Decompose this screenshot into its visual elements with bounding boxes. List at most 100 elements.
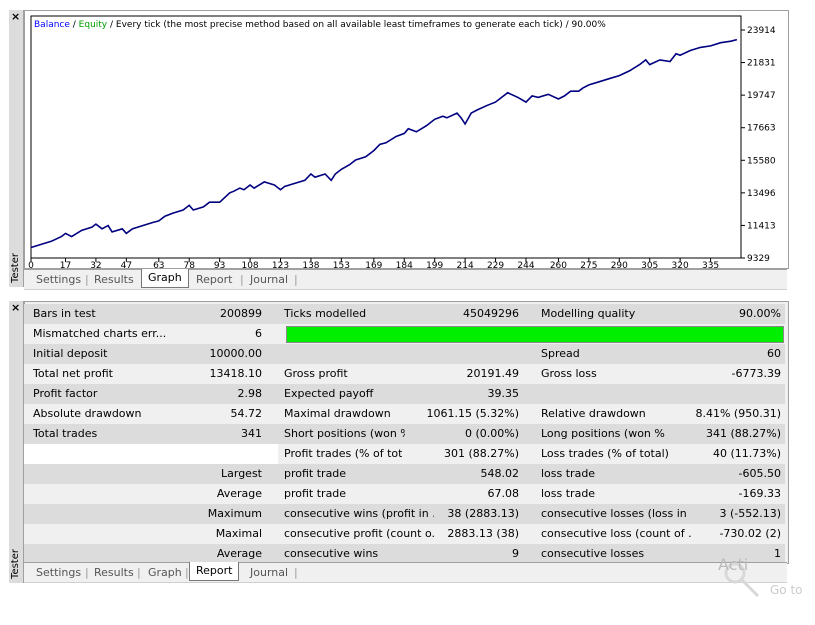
tab-bar-bottom: Settings | Results | Graph | Report Jour… [24, 562, 787, 583]
report-row: Mismatched charts err... 6 [24, 324, 785, 345]
value-profit-factor: 2.98 [237, 387, 263, 400]
label-bars-in-test: Bars in test [33, 307, 96, 320]
x-tick-label: 214 [457, 261, 474, 268]
value-gross-profit: 20191.49 [466, 367, 520, 380]
report-row: Largest profit trade 548.02 loss trade -… [24, 464, 785, 485]
value-total-trades: 341 [241, 427, 262, 440]
y-tick-label: 9329 [747, 254, 770, 264]
value-expected-payoff: 39.35 [487, 387, 520, 400]
label-initial-deposit: Initial deposit [33, 347, 108, 360]
label-average-consecutive-losses: consecutive losses [541, 547, 645, 560]
x-tick-label: 32 [90, 261, 101, 268]
label-mismatched-charts: Mismatched charts err... [33, 327, 167, 340]
report-row: Average profit trade 67.08 loss trade -1… [24, 484, 785, 505]
tab-separator: | [85, 273, 89, 286]
tab-journal[interactable]: Journal [250, 273, 289, 286]
tab-separator: | [294, 566, 298, 579]
label-maximum: Maximum [207, 507, 262, 520]
tester-label: Tester [10, 549, 21, 579]
key-watermark-icon [724, 562, 760, 598]
report-row: Profit trades (% of total) 301 (88.27%) … [24, 444, 785, 465]
tab-settings[interactable]: Settings [36, 273, 82, 286]
legend-balance: Balance [34, 20, 70, 30]
tab-separator: | [240, 273, 244, 286]
value-loss-trades: 40 (11.73%) [712, 447, 781, 460]
value-short-positions: 0 (0.00%) [464, 427, 519, 440]
label-short-positions: Short positions (won %) [284, 427, 405, 440]
empty-cell [24, 444, 278, 464]
x-tick-label: 0 [28, 261, 34, 268]
label-largest-profit-trade: profit trade [284, 467, 347, 480]
label-average-consecutive-wins: consecutive wins [284, 547, 379, 560]
y-tick-label: 21831 [747, 59, 776, 69]
x-tick-label: 47 [121, 261, 132, 268]
tab-separator: | [137, 566, 141, 579]
label-average-consecutive: Average [216, 547, 262, 560]
label-expected-payoff: Expected payoff [284, 387, 374, 400]
x-tick-label: 123 [272, 261, 289, 268]
label-maximal-consecutive-profit: consecutive profit (count o... [284, 527, 434, 540]
x-tick-label: 335 [702, 261, 719, 268]
label-maximal: Maximal [215, 527, 262, 540]
activate-watermark: Acti [718, 555, 749, 574]
y-tick-label: 19747 [747, 91, 776, 101]
tab-bar-top: Settings | Results Graph Report | Journa… [24, 269, 787, 290]
report-row: Total trades 341 Short positions (won %)… [24, 424, 785, 445]
x-tick-label: 138 [302, 261, 319, 268]
value-max-consecutive-losses: 3 (-552.13) [719, 507, 781, 520]
value-mismatched-charts: 6 [255, 327, 262, 340]
value-relative-drawdown: 8.41% (950.31) [695, 407, 781, 420]
label-spread: Spread [541, 347, 580, 360]
label-loss-trades: Loss trades (% of total) [541, 447, 669, 460]
x-tick-label: 169 [365, 261, 382, 268]
balance-series-line [30, 38, 738, 249]
chart-panel: Balance / Equity / Every tick (the most … [24, 10, 789, 269]
legend-description: / Every tick (the most precise method ba… [107, 20, 606, 30]
label-profit-trades: Profit trades (% of total) [284, 447, 402, 460]
label-long-positions: Long positions (won %) [541, 427, 666, 440]
tab-report[interactable]: Report [196, 273, 233, 286]
label-absolute-drawdown: Absolute drawdown [33, 407, 142, 420]
label-ticks-modelled: Ticks modelled [284, 307, 367, 320]
label-maximal-consecutive-loss: consecutive loss (count of ... [541, 527, 691, 540]
tester-label: Tester [10, 253, 21, 283]
value-maximal-consecutive-profit: 2883.13 (38) [447, 527, 519, 540]
x-tick-label: 184 [396, 261, 413, 268]
value-gross-loss: -6773.39 [731, 367, 781, 380]
y-tick-label: 13496 [747, 189, 776, 199]
tab-results[interactable]: Results [94, 566, 134, 579]
value-average-consecutive-losses: 1 [774, 547, 781, 560]
value-spread: 60 [767, 347, 781, 360]
x-tick-label: 78 [184, 261, 196, 268]
tab-separator: | [85, 566, 89, 579]
tab-graph[interactable]: Graph [141, 269, 189, 288]
x-tick-label: 199 [426, 261, 443, 268]
y-tick-label: 23914 [747, 26, 776, 36]
label-largest: Largest [221, 467, 262, 480]
report-row: Initial deposit 10000.00 Spread 60 [24, 344, 785, 365]
label-maximal-drawdown: Maximal drawdown [284, 407, 391, 420]
close-icon[interactable]: × [11, 10, 21, 23]
label-total-net-profit: Total net profit [33, 367, 113, 380]
tab-graph[interactable]: Graph [148, 566, 182, 579]
label-average-profit-trade: profit trade [284, 487, 347, 500]
value-largest-loss-trade: -605.50 [738, 467, 781, 480]
value-average-consecutive-wins: 9 [512, 547, 519, 560]
label-total-trades: Total trades [33, 427, 98, 440]
x-tick-label: 320 [672, 261, 689, 268]
close-icon[interactable]: × [11, 301, 21, 314]
x-tick-label: 17 [60, 261, 71, 268]
x-tick-label: 108 [241, 261, 258, 268]
label-gross-profit: Gross profit [284, 367, 348, 380]
report-row: Total net profit 13418.10 Gross profit 2… [24, 364, 785, 385]
tab-settings[interactable]: Settings [36, 566, 82, 579]
label-max-consecutive-wins: consecutive wins (profit in ... [284, 507, 434, 520]
tester-sidebar-bottom: × Tester [9, 301, 24, 583]
y-tick-label: 11413 [747, 221, 776, 231]
tab-journal[interactable]: Journal [250, 566, 289, 579]
tab-results[interactable]: Results [94, 273, 134, 286]
tab-report[interactable]: Report [189, 562, 240, 581]
tester-sidebar-top: × Tester [9, 10, 24, 287]
x-tick-label: 244 [517, 261, 534, 268]
value-maximal-consecutive-loss: -730.02 (2) [719, 527, 781, 540]
